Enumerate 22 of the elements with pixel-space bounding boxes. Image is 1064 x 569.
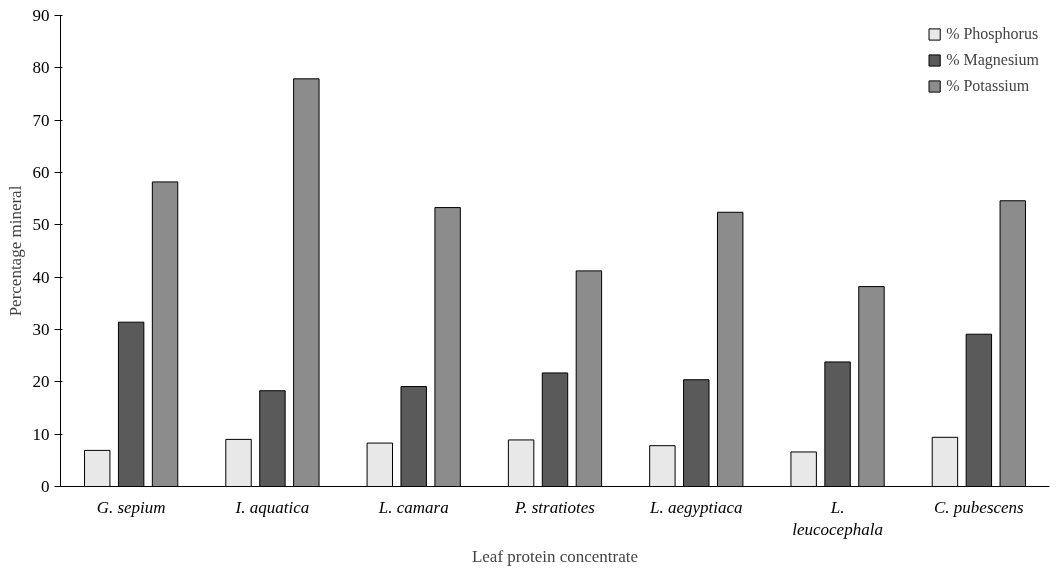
legend-label: % Magnesium <box>946 51 1039 69</box>
y-tick-label: 30 <box>32 320 50 339</box>
x-tick-label: L. camara <box>377 497 449 517</box>
x-tick-label: P. stratiotes <box>514 497 596 517</box>
y-axis-title: Percentage mineral <box>5 185 25 317</box>
y-tick-label: 0 <box>41 477 50 496</box>
legend-label: % Potassium <box>946 77 1030 95</box>
y-tick-label: 20 <box>32 372 50 392</box>
y-tick-label: 60 <box>32 163 50 182</box>
y-tick-label: 10 <box>32 424 50 444</box>
x-tick-label: C. pubescens <box>934 497 1025 517</box>
y-tick-label: 40 <box>32 267 50 287</box>
x-tick-label: I. aquatica <box>234 497 310 517</box>
y-tick-label: 80 <box>32 58 50 78</box>
y-tick-label: 70 <box>32 110 50 130</box>
x-tick-label: G. sepium <box>96 497 166 517</box>
y-tick-label: 50 <box>32 215 50 235</box>
x-tick-label: L. leucocephala <box>792 497 883 540</box>
x-axis-title: Leaf protein concentrate <box>471 547 639 567</box>
y-tick-label: 90 <box>32 6 50 25</box>
x-tick-label: L. aegyptiaca <box>649 497 743 517</box>
legend-label: % Phosphorus <box>946 25 1039 43</box>
